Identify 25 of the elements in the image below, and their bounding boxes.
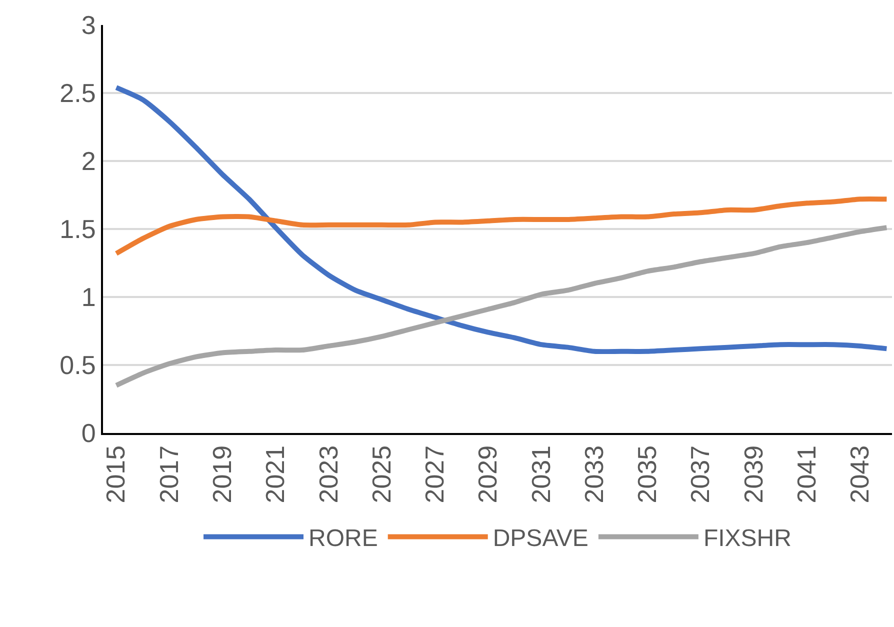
x-tick-label: 2041	[791, 445, 822, 504]
y-tick-label: 1.5	[60, 214, 96, 244]
y-tick-label: 1	[81, 282, 96, 312]
y-tick-label: 2.5	[60, 78, 96, 108]
x-tick-label: 2025	[366, 445, 396, 504]
y-tick-label: 3	[81, 10, 96, 40]
x-tick-label: 2019	[207, 445, 237, 504]
legend-label: DPSAVE	[492, 525, 588, 552]
x-tick-label: 2017	[154, 445, 184, 504]
legend-label: RORE	[308, 525, 378, 552]
y-tick-label: 0.5	[60, 350, 96, 380]
y-tick-label: 0	[81, 418, 96, 448]
legend-label: FIXSHR	[703, 525, 792, 552]
x-tick-label: 2037	[685, 445, 716, 504]
x-tick-label: 2035	[632, 445, 662, 504]
x-tick-label: 2031	[526, 445, 556, 504]
x-tick-label: 2033	[578, 445, 609, 504]
x-tick-label: 2039	[738, 445, 768, 504]
x-tick-label: 2023	[313, 445, 344, 504]
y-tick-label: 2	[81, 146, 96, 176]
x-tick-label: 2029	[472, 445, 503, 504]
x-tick-label: 2015	[100, 445, 131, 504]
x-tick-label: 2021	[260, 445, 290, 504]
x-tick-label: 2027	[420, 445, 450, 504]
x-tick-label: 2043	[844, 445, 875, 504]
